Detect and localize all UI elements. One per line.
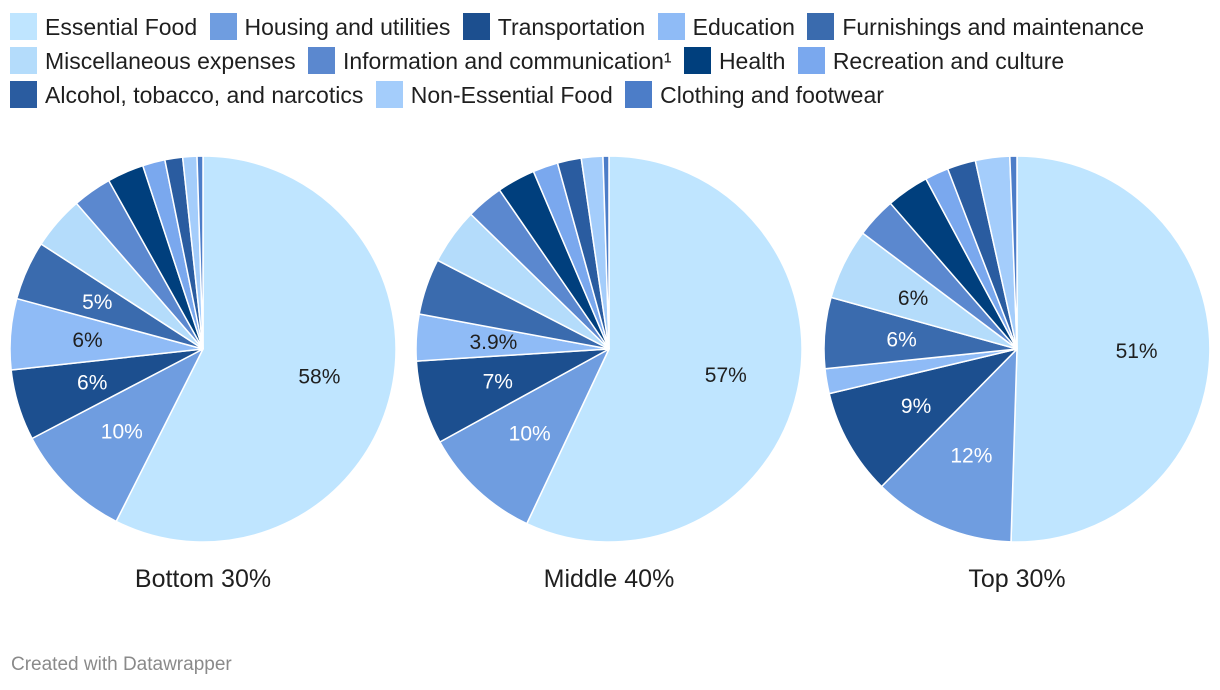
legend-swatch-education [657, 13, 685, 40]
slice-label-top-30-furnishings-and-maintenance: 6% [886, 328, 916, 351]
legend-label-health: Health [718, 48, 786, 74]
slice-label-middle-40-essential-food: 57% [705, 364, 747, 387]
pie-title-middle-40: Middle 40% [544, 565, 675, 593]
pie-charts: 58% 10% 6% 6% 5% Bottom 30% 57% 10% 7% 3.9% Middle… [9, 155, 1211, 593]
legend-label-education: Education [692, 14, 795, 40]
legend-item-furnishings-and-maintenance: Furnishings and maintenance [807, 13, 1145, 40]
legend-label-alcohol-tobacco-and-narcotics: Alcohol, tobacco, and narcotics [45, 82, 364, 108]
slice-top-30-housing-and-utilities [880, 348, 1018, 543]
legend-label-essential-food: Essential Food [45, 14, 198, 40]
legend-item-recreation-and-culture: Recreation and culture [797, 47, 1065, 74]
legend-item-clothing-and-footwear: Clothing and footwear [625, 81, 884, 108]
legend-label-non-essential-food: Non-Essential Food [410, 82, 613, 108]
slice-bottom-30-housing-and-utilities [31, 348, 204, 523]
slice-label-top-30-miscellaneous-expenses: 6% [898, 287, 928, 310]
legend-item-housing-and-utilities: Housing and utilities [209, 13, 451, 40]
pie-bottom-30: 58% 10% 6% 6% 5% Bottom 30% [9, 155, 397, 593]
legend-swatch-transportation [462, 13, 490, 40]
legend-item-transportation: Transportation [462, 13, 646, 40]
slice-label-top-30-housing-and-utilities: 12% [950, 445, 992, 468]
legend-item-information-and-communication: Information and communication¹ [307, 47, 672, 74]
legend-swatch-clothing-and-footwear [625, 81, 653, 108]
legend-label-clothing-and-footwear: Clothing and footwear [660, 82, 884, 108]
legend-label-recreation-and-culture: Recreation and culture [832, 48, 1065, 74]
slice-top-30-transportation [828, 348, 1018, 488]
slice-middle-40-clothing-and-footwear [602, 155, 610, 350]
slice-label-bottom-30-essential-food: 58% [298, 366, 340, 389]
slice-bottom-30-essential-food [115, 155, 397, 543]
pie-title-bottom-30: Bottom 30% [135, 565, 271, 593]
legend-label-transportation: Transportation [497, 14, 646, 40]
legend-swatch-alcohol-tobacco-and-narcotics [10, 81, 37, 108]
slice-top-30-essential-food [1010, 155, 1211, 543]
slice-label-bottom-30-furnishings-and-maintenance: 5% [82, 291, 112, 314]
legend-item-miscellaneous-expenses: Miscellaneous expenses [10, 47, 296, 74]
slice-middle-40-housing-and-utilities [439, 348, 610, 525]
legend-item-alcohol-tobacco-and-narcotics: Alcohol, tobacco, and narcotics [10, 81, 364, 108]
legend-swatch-miscellaneous-expenses [10, 47, 37, 74]
legend-label-miscellaneous-expenses: Miscellaneous expenses [45, 48, 296, 74]
pie-middle-40: 57% 10% 7% 3.9% Middle 40% [415, 155, 803, 593]
legend-swatch-housing-and-utilities [209, 13, 237, 40]
legend-swatch-recreation-and-culture [797, 47, 825, 74]
slice-label-top-30-transportation: 9% [901, 395, 931, 418]
slice-label-middle-40-education: 3.9% [469, 331, 517, 354]
legend-label-housing-and-utilities: Housing and utilities [244, 14, 451, 40]
slice-middle-40-essential-food [526, 155, 803, 543]
legend-swatch-furnishings-and-maintenance [807, 13, 835, 40]
pie-top-30: 51% 12% 9% 6% 6% Top 30% [823, 155, 1211, 593]
slice-top-30-clothing-and-footwear [1009, 155, 1018, 350]
legend-item-essential-food: Essential Food [10, 13, 198, 40]
slice-bottom-30-clothing-and-footwear [196, 155, 204, 350]
slice-label-bottom-30-education: 6% [72, 329, 102, 352]
legend-swatch-non-essential-food [375, 81, 403, 108]
legend-label-information-and-communication: Information and communication¹ [342, 48, 672, 74]
chart-legend: Essential Food Housing and utilities Tra… [10, 10, 1215, 112]
legend-swatch-essential-food [10, 13, 37, 40]
legend-swatch-information-and-communication [307, 47, 335, 74]
legend-item-non-essential-food: Non-Essential Food [375, 81, 613, 108]
slice-label-bottom-30-housing-and-utilities: 10% [101, 421, 143, 444]
legend-swatch-health [683, 47, 711, 74]
slice-label-bottom-30-transportation: 6% [77, 372, 107, 395]
legend-item-education: Education [657, 13, 795, 40]
legend-item-health: Health [683, 47, 786, 74]
datawrapper-credit: Created with Datawrapper [11, 654, 232, 675]
slice-label-middle-40-housing-and-utilities: 10% [509, 422, 551, 445]
pie-title-top-30: Top 30% [968, 565, 1065, 593]
slice-label-middle-40-transportation: 7% [483, 370, 513, 393]
legend-label-furnishings-and-maintenance: Furnishings and maintenance [842, 14, 1145, 40]
slice-label-top-30-essential-food: 51% [1116, 340, 1158, 363]
